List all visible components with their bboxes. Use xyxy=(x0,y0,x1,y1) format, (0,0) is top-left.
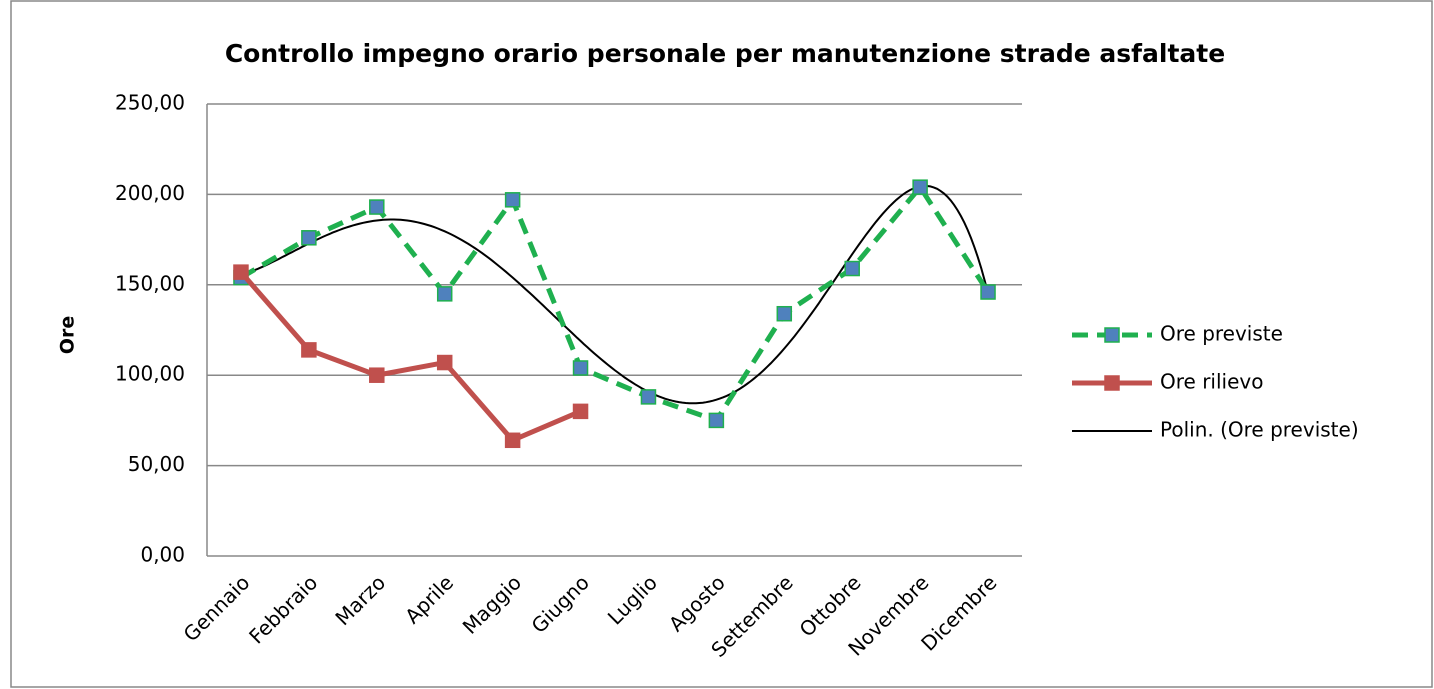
point-marker xyxy=(369,199,385,215)
series-line xyxy=(239,182,991,424)
chart-frame xyxy=(10,0,1433,688)
legend-marker xyxy=(1104,375,1120,391)
y-tick-label: 50,00 xyxy=(128,452,185,476)
point-marker xyxy=(504,192,521,208)
point-marker xyxy=(844,260,860,277)
legend-label: Ore rilievo xyxy=(1160,370,1263,394)
chart-title: Controllo impegno orario personale per m… xyxy=(225,39,1225,68)
point-marker xyxy=(708,412,725,429)
y-tick-label: 150,00 xyxy=(115,271,185,295)
point-marker xyxy=(369,367,385,383)
point-marker xyxy=(980,284,996,300)
point-marker xyxy=(301,342,317,358)
point-marker xyxy=(912,179,928,195)
point-marker xyxy=(301,230,317,246)
trend-line xyxy=(240,185,989,405)
legend-label: Ore previste xyxy=(1160,322,1283,346)
point-marker xyxy=(436,354,453,371)
y-tick-label: 0,00 xyxy=(140,543,185,567)
point-marker xyxy=(233,264,249,280)
point-marker xyxy=(776,305,793,322)
y-tick-label: 250,00 xyxy=(115,91,185,115)
y-tick-label: 200,00 xyxy=(115,181,185,205)
point-marker xyxy=(572,403,589,420)
point-marker xyxy=(436,286,453,302)
point-marker xyxy=(504,432,521,449)
legend-label: Polin. (Ore previste) xyxy=(1160,418,1359,442)
y-tick-label: 100,00 xyxy=(115,362,185,386)
point-marker xyxy=(640,389,657,405)
point-marker xyxy=(572,360,589,376)
y-axis-label: Ore xyxy=(57,316,79,354)
legend-marker xyxy=(1104,327,1120,343)
series-line xyxy=(239,270,582,444)
